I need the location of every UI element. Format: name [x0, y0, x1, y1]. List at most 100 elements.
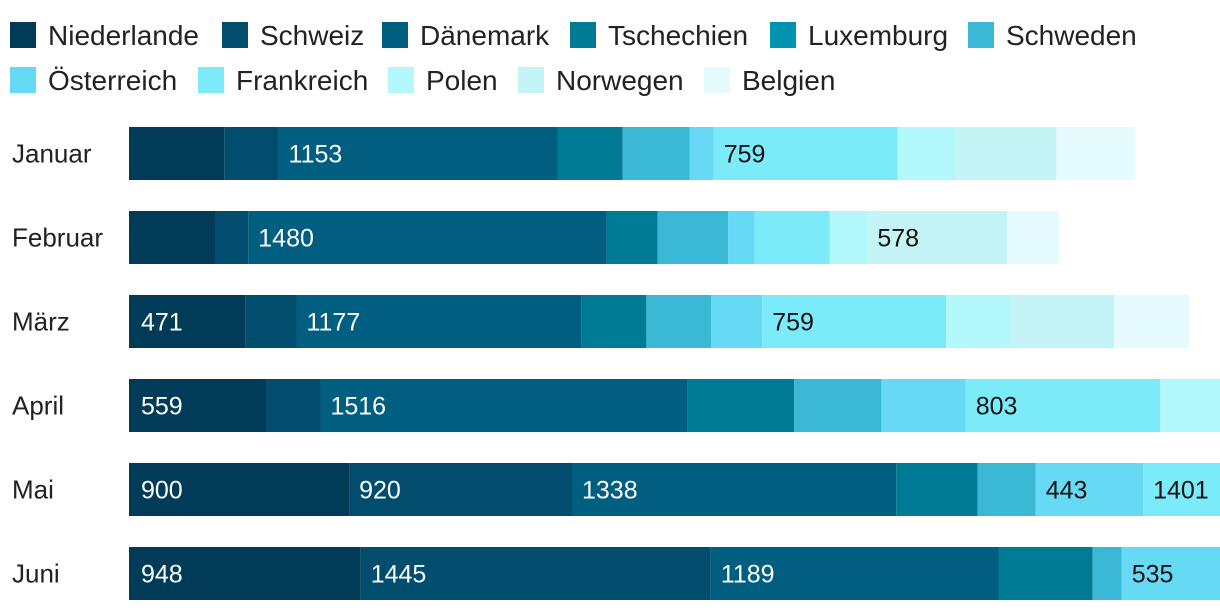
data-label: 443: [1046, 477, 1088, 505]
legend-swatch: [570, 22, 596, 48]
bar-segment-tschechien[interactable]: [998, 547, 1093, 600]
bar-segment-daenemark[interactable]: [320, 379, 688, 432]
axis-tick: [129, 547, 131, 600]
legend-label: Tschechien: [608, 20, 748, 51]
bar-segment-tschechien[interactable]: [687, 379, 795, 432]
data-label: 535: [1132, 561, 1174, 589]
legend-item-niederlande[interactable]: Niederlande: [10, 20, 199, 51]
data-label: 759: [772, 309, 814, 337]
bar-segment-frankreich[interactable]: [1143, 463, 1220, 516]
bar-segment-oesterreich[interactable]: [689, 127, 714, 180]
axis-tick: [129, 211, 131, 264]
bar-segment-oesterreich[interactable]: [881, 379, 966, 432]
axis-tick: [129, 379, 131, 432]
legend-item-oesterreich[interactable]: Österreich: [10, 65, 177, 96]
bar-segment-schweden[interactable]: [1092, 547, 1122, 600]
data-label: 1153: [289, 141, 343, 169]
bar-segment-schweden[interactable]: [977, 463, 1036, 516]
legend-swatch: [10, 22, 36, 48]
bar-row-januar: Januar 1153 759: [12, 127, 1136, 180]
legend-label: Frankreich: [236, 65, 368, 96]
bar-segment-schweden[interactable]: [794, 379, 882, 432]
axis-tick: [129, 463, 131, 516]
bar-segment-norwegen[interactable]: [867, 211, 1008, 264]
bar-segment-niederlande[interactable]: [131, 295, 246, 348]
legend-item-schweden[interactable]: Schweden: [968, 20, 1137, 51]
bar-segment-tschechien[interactable]: [557, 127, 623, 180]
bar-segment-daenemark[interactable]: [248, 211, 607, 264]
legend-swatch: [198, 67, 224, 93]
bar-segment-daenemark[interactable]: [571, 463, 897, 516]
bar-segment-daenemark[interactable]: [710, 547, 999, 600]
bar-segment-schweiz[interactable]: [245, 295, 297, 348]
bar-segment-frankreich[interactable]: [713, 127, 898, 180]
bar-segment-niederlande[interactable]: [131, 463, 350, 516]
bar-segment-niederlande[interactable]: [131, 211, 216, 264]
bar-segment-oesterreich[interactable]: [1035, 463, 1144, 516]
legend-label: Niederlande: [48, 20, 199, 51]
bar-segment-schweden[interactable]: [646, 295, 712, 348]
legend-label: Polen: [426, 65, 498, 96]
bar-segment-tschechien[interactable]: [896, 463, 978, 516]
legend-swatch: [518, 67, 544, 93]
legend-swatch: [10, 67, 36, 93]
legend-swatch: [388, 67, 414, 93]
bar-segment-oesterreich[interactable]: [728, 211, 755, 264]
bar-segment-niederlande[interactable]: [131, 379, 267, 432]
bar-segment-polen[interactable]: [897, 127, 956, 180]
bar-segment-schweiz[interactable]: [360, 547, 711, 600]
legend-label: Norwegen: [556, 65, 684, 96]
data-label: 578: [877, 225, 919, 253]
bar-segment-niederlande[interactable]: [131, 547, 361, 600]
legend-label: Belgien: [742, 65, 835, 96]
bar-segment-schweden[interactable]: [657, 211, 729, 264]
bar-segment-oesterreich[interactable]: [711, 295, 763, 348]
legend-item-daenemark[interactable]: Dänemark: [382, 20, 550, 51]
bar-segment-schweiz[interactable]: [349, 463, 572, 516]
bar-segment-schweiz[interactable]: [224, 127, 279, 180]
legend-item-belgien[interactable]: Belgien: [704, 65, 835, 96]
bar-segment-belgien[interactable]: [1056, 127, 1136, 180]
data-label: 948: [141, 561, 183, 589]
bar-segment-frankreich[interactable]: [754, 211, 830, 264]
legend-label: Österreich: [48, 65, 177, 96]
bar-segment-daenemark[interactable]: [296, 295, 582, 348]
legend-item-tschechien[interactable]: Tschechien: [570, 20, 748, 51]
bar-segment-schweiz[interactable]: [215, 211, 249, 264]
bar-segment-niederlande[interactable]: [131, 127, 225, 180]
data-label: 803: [976, 393, 1018, 421]
bar-segment-daenemark[interactable]: [278, 127, 558, 180]
bar-segment-polen[interactable]: [946, 295, 1011, 348]
bar-segment-norwegen[interactable]: [955, 127, 1057, 180]
bar-segment-frankreich[interactable]: [965, 379, 1161, 432]
axis-tick: [129, 295, 131, 348]
legend-item-schweiz[interactable]: Schweiz: [222, 20, 364, 51]
bar-segment-norwegen[interactable]: [1010, 295, 1115, 348]
bar-segment-polen[interactable]: [829, 211, 868, 264]
data-label: 471: [141, 309, 183, 337]
legend-swatch: [382, 22, 408, 48]
bar-segment-frankreich[interactable]: [762, 295, 947, 348]
bar-segment-tschechien[interactable]: [606, 211, 658, 264]
data-label: 1445: [371, 561, 427, 589]
bar-segment-belgien[interactable]: [1007, 211, 1060, 264]
bar-segment-schweiz[interactable]: [266, 379, 321, 432]
data-label: 1480: [258, 225, 314, 253]
bar-segment-tschechien[interactable]: [581, 295, 647, 348]
legend-item-polen[interactable]: Polen: [388, 65, 498, 96]
legend-item-luxemburg[interactable]: Luxemburg: [770, 20, 948, 51]
legend: Niederlande Schweiz Dänemark Tschechien Luxe…: [10, 20, 1137, 96]
legend-item-frankreich[interactable]: Frankreich: [198, 65, 368, 96]
data-label: 1401: [1153, 477, 1209, 505]
data-label: 1177: [306, 309, 360, 337]
bar-segment-oesterreich[interactable]: [1121, 547, 1220, 600]
legend-item-norwegen[interactable]: Norwegen: [518, 65, 684, 96]
data-label: 1516: [330, 393, 386, 421]
bar-segment-belgien[interactable]: [1114, 295, 1190, 348]
legend-label: Dänemark: [420, 20, 550, 51]
data-label: 920: [359, 477, 401, 505]
bar-segment-schweden[interactable]: [622, 127, 690, 180]
bar-row-mai: Mai90092013384431401550: [12, 463, 1220, 516]
bar-segment-polen[interactable]: [1160, 379, 1220, 432]
